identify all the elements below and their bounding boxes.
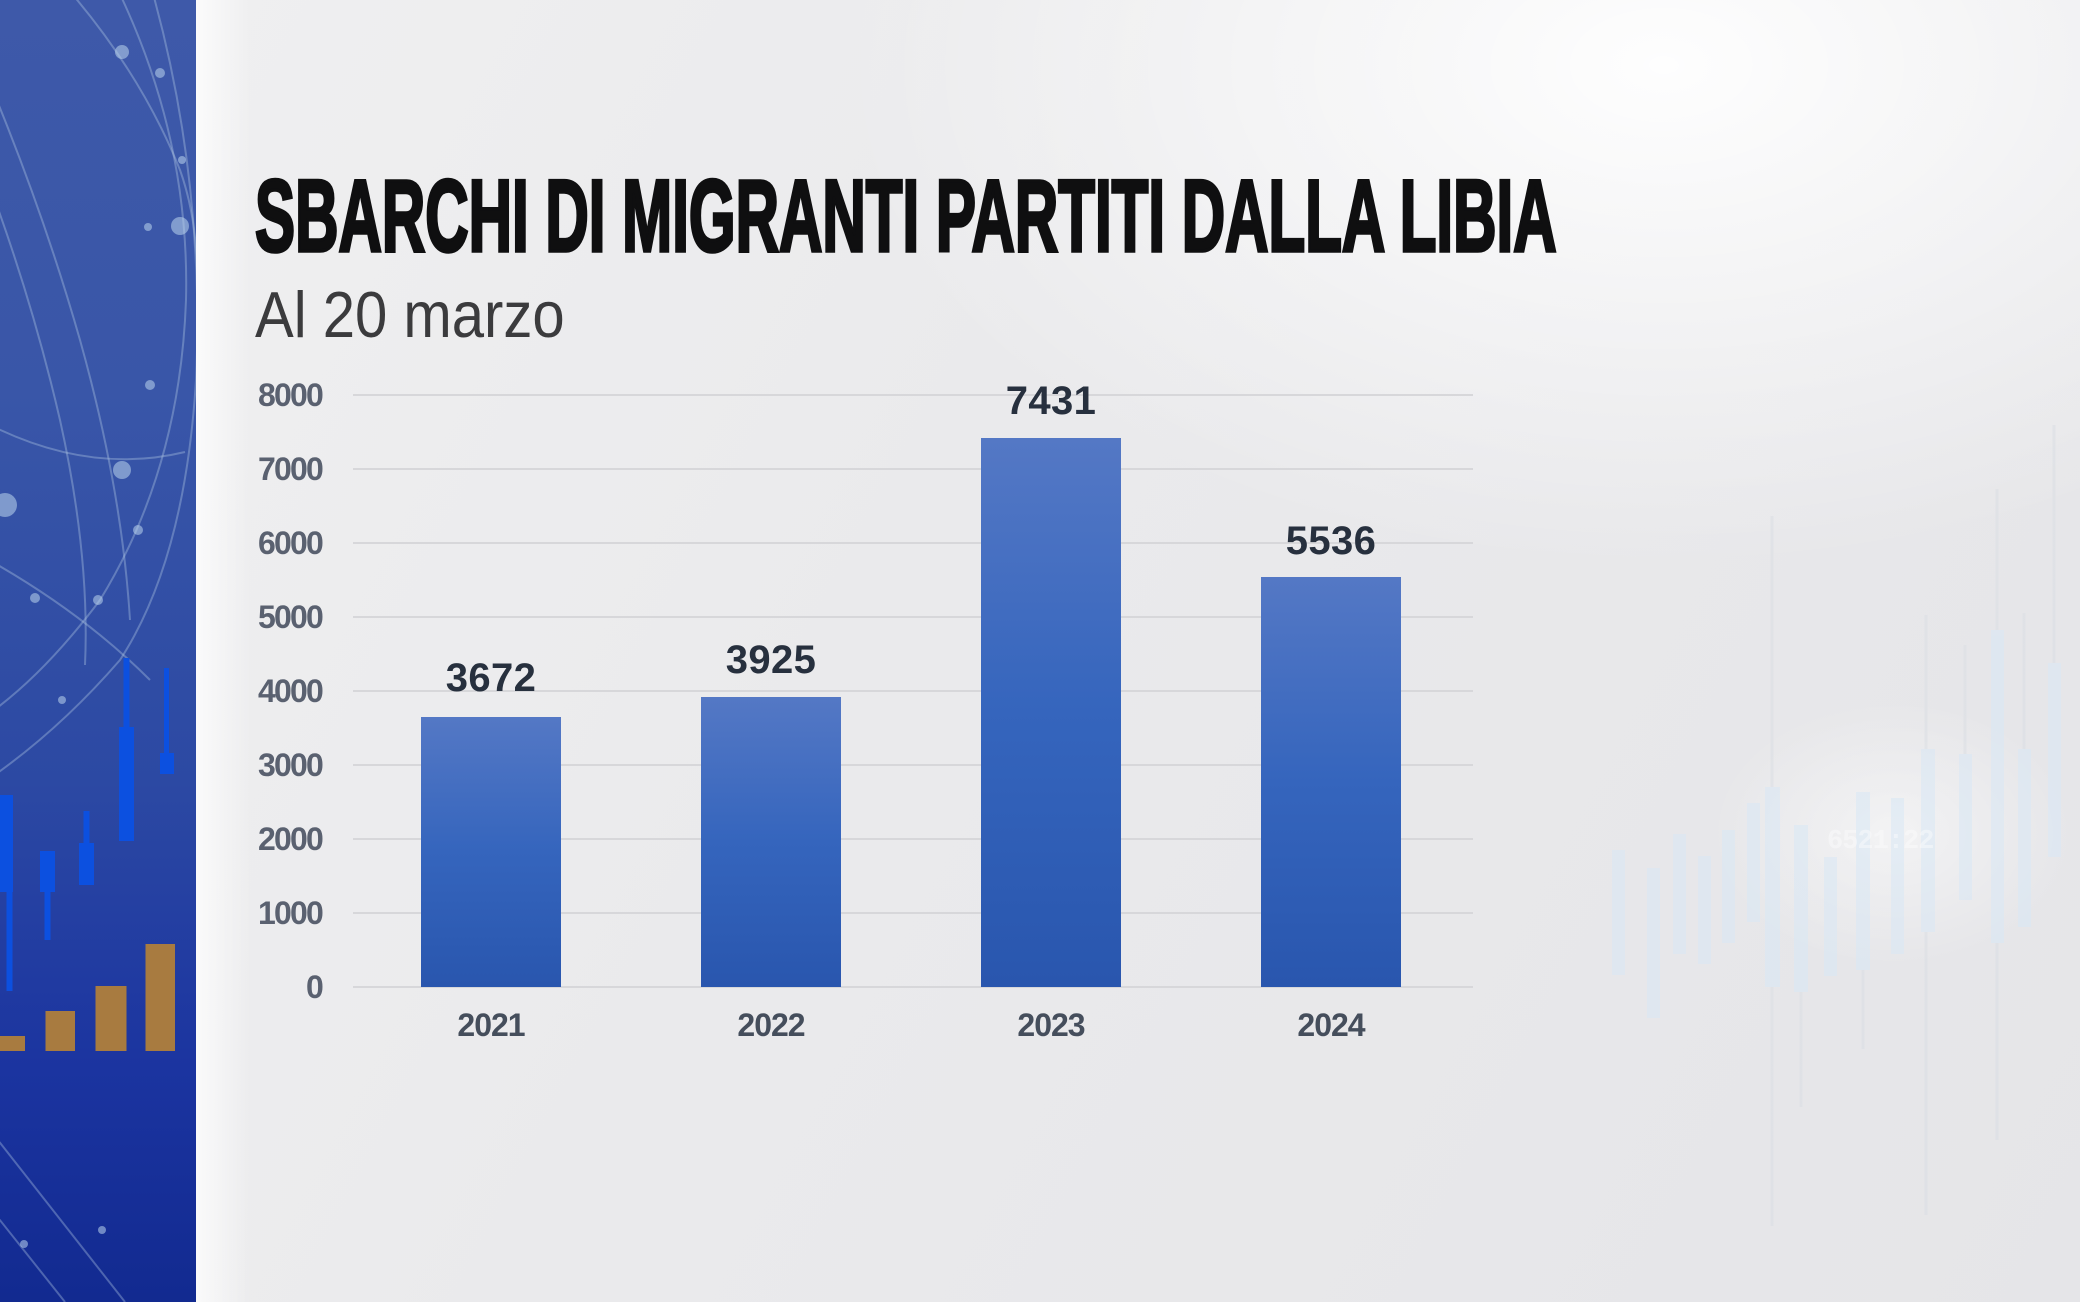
svg-text:6521:22: 6521:22 xyxy=(1827,827,1933,857)
